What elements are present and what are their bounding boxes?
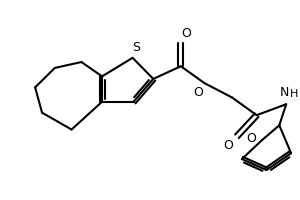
Text: O: O [181, 27, 191, 40]
Text: S: S [132, 41, 140, 54]
Text: N: N [280, 86, 289, 99]
Text: H: H [290, 89, 298, 99]
Text: O: O [247, 132, 256, 145]
Text: O: O [224, 139, 233, 152]
Text: O: O [193, 86, 203, 99]
